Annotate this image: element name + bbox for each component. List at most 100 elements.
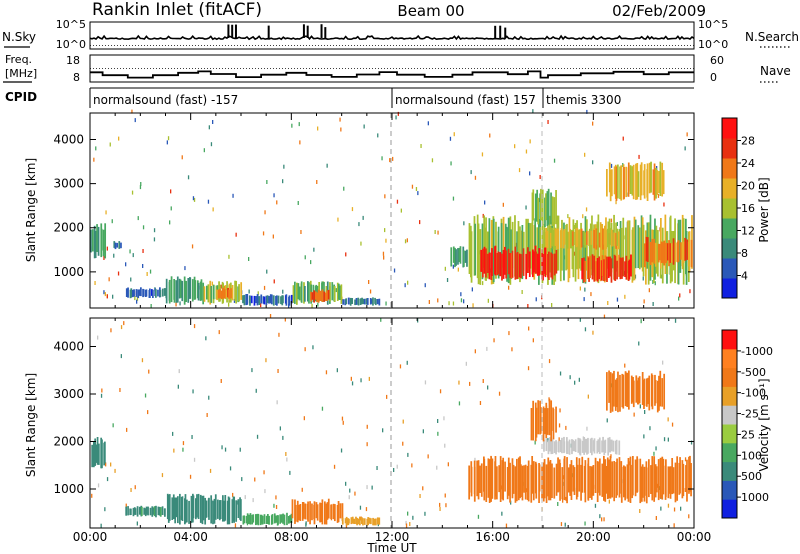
data-cell xyxy=(574,439,577,452)
data-cell xyxy=(624,372,627,404)
data-cell xyxy=(538,248,541,276)
cpid-label: CPID xyxy=(5,90,37,104)
data-cell xyxy=(578,458,581,492)
data-cell xyxy=(366,298,369,305)
data-cell xyxy=(326,290,329,301)
data-cell xyxy=(618,440,621,455)
data-speckle xyxy=(463,221,465,226)
data-cell xyxy=(487,458,490,498)
data-cell xyxy=(509,253,512,278)
data-cell xyxy=(603,259,606,282)
data-cell xyxy=(535,251,537,274)
data-speckle xyxy=(360,241,362,246)
data-speckle xyxy=(458,380,460,385)
data-speckle xyxy=(212,207,214,212)
data-cell xyxy=(263,296,266,305)
data-speckle xyxy=(525,149,528,154)
data-speckle xyxy=(487,385,489,390)
data-cell xyxy=(458,247,461,262)
data-cell xyxy=(269,294,272,304)
data-cell xyxy=(95,444,98,463)
data-speckle xyxy=(300,230,302,234)
data-cell xyxy=(138,506,141,515)
data-speckle xyxy=(493,338,495,343)
data-cell xyxy=(548,231,551,250)
data-cell xyxy=(555,190,557,225)
data-speckle xyxy=(634,274,637,279)
y-tick-label: 1000 xyxy=(53,482,84,496)
data-cell xyxy=(265,515,268,524)
data-cell xyxy=(199,281,202,301)
data-speckle xyxy=(278,332,280,337)
data-cell xyxy=(200,279,203,301)
data-speckle xyxy=(539,175,541,179)
data-cell xyxy=(350,517,353,524)
data-speckle xyxy=(482,379,484,383)
data-cell xyxy=(235,500,238,522)
data-cell xyxy=(531,222,534,275)
data-cell xyxy=(488,218,491,276)
data-speckle xyxy=(679,293,681,298)
data-cell xyxy=(669,243,672,263)
data-cell xyxy=(632,164,635,200)
data-speckle xyxy=(660,506,662,511)
data-cell xyxy=(676,241,679,263)
data-cell xyxy=(174,497,177,524)
data-cell xyxy=(635,163,637,200)
data-cell xyxy=(536,189,539,222)
data-cell xyxy=(571,229,574,270)
data-cell xyxy=(494,456,497,497)
data-speckle xyxy=(587,394,589,399)
station-title: Rankin Inlet (fitACF) xyxy=(92,0,262,20)
data-speckle xyxy=(638,341,640,346)
data-speckle xyxy=(110,462,112,467)
data-cell xyxy=(630,375,633,404)
data-cell xyxy=(665,242,667,264)
data-cell xyxy=(476,214,479,279)
data-cell xyxy=(296,500,299,523)
data-cell xyxy=(311,292,314,300)
data-speckle xyxy=(667,437,669,442)
colorbar-tick-label: 16 xyxy=(741,202,755,215)
data-cell xyxy=(616,378,618,408)
data-cell xyxy=(645,467,648,504)
data-speckle xyxy=(667,503,670,508)
data-speckle xyxy=(610,218,613,223)
data-speckle xyxy=(286,457,288,462)
data-cell xyxy=(341,503,344,521)
data-cell xyxy=(279,514,282,524)
data-cell xyxy=(634,219,637,269)
data-cell xyxy=(339,503,342,519)
data-cell xyxy=(638,227,641,270)
data-speckle xyxy=(434,230,436,234)
data-cell xyxy=(525,218,528,276)
nsky-trace xyxy=(89,34,695,41)
data-cell xyxy=(509,462,511,503)
data-cell xyxy=(545,193,547,221)
data-speckle xyxy=(345,252,347,257)
data-speckle xyxy=(111,219,113,224)
data-cell xyxy=(572,465,575,492)
power-panel: 1000 2000 3000 4000 Slant Range [km] 4 8 12 16… xyxy=(24,109,771,309)
data-cell xyxy=(143,507,146,515)
data-speckle xyxy=(181,155,183,160)
data-speckle xyxy=(477,514,480,519)
data-speckle xyxy=(366,424,368,429)
data-cell xyxy=(334,504,336,522)
freq-label: Freq. xyxy=(5,53,32,66)
data-speckle xyxy=(671,422,674,427)
data-cell xyxy=(686,239,689,260)
data-speckle xyxy=(662,360,664,365)
data-speckle xyxy=(97,483,100,488)
data-cell xyxy=(615,439,618,455)
data-speckle xyxy=(366,442,368,447)
data-cell xyxy=(645,236,648,262)
data-cell xyxy=(648,162,651,194)
data-cell xyxy=(627,458,630,502)
data-cell xyxy=(125,288,128,297)
data-speckle xyxy=(192,196,195,201)
data-cell xyxy=(613,232,616,247)
data-speckle xyxy=(553,158,556,163)
data-cell xyxy=(588,228,591,249)
data-cell xyxy=(547,188,550,225)
